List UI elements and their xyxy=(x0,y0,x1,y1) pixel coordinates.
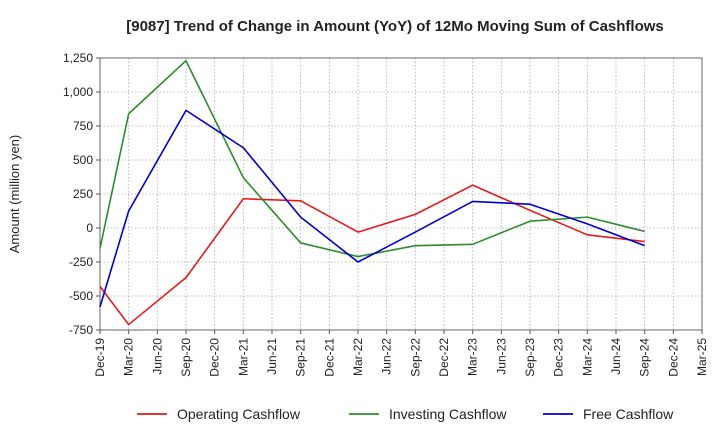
x-tick-label: Jun-24 xyxy=(609,338,623,375)
x-tick-label: Mar-24 xyxy=(580,338,594,376)
x-tick-label: Dec-22 xyxy=(437,338,451,377)
x-axis-ticks: Dec-19 Mar-20 Jun-20 Sep-20 Dec-20 Mar-21 Jun-… xyxy=(93,330,709,377)
x-tick-label: Sep-21 xyxy=(294,338,308,377)
legend-label-investing-cashflow: Investing Cashflow xyxy=(389,406,507,422)
grid xyxy=(100,58,702,330)
x-tick-label: Mar-20 xyxy=(122,338,136,376)
x-tick-label: Dec-21 xyxy=(322,338,336,377)
x-tick-label: Dec-24 xyxy=(666,338,680,377)
y-tick-label: -250 xyxy=(69,255,93,269)
series-line-investing-cashflow xyxy=(99,59,645,258)
legend-label-free-cashflow: Free Cashflow xyxy=(583,406,674,422)
x-tick-label: Sep-22 xyxy=(408,338,422,377)
x-tick-label: Dec-19 xyxy=(93,338,107,377)
series-lines xyxy=(99,59,645,326)
series-line-free-cashflow xyxy=(99,109,645,308)
x-tick-label: Jun-22 xyxy=(380,338,394,375)
x-tick-label: Dec-23 xyxy=(552,338,566,377)
x-tick-label: Dec-20 xyxy=(208,338,222,377)
y-tick-label: 750 xyxy=(73,119,93,133)
legend-label-operating-cashflow: Operating Cashflow xyxy=(177,406,301,422)
y-axis-ticks: -750 -500 -250 0 250 500 750 1,000 1,250 xyxy=(63,51,100,337)
x-tick-label: Mar-21 xyxy=(236,338,250,376)
y-tick-label: -500 xyxy=(69,289,93,303)
y-axis-label: Amount (million yen) xyxy=(7,135,22,254)
x-tick-label: Sep-20 xyxy=(179,338,193,377)
x-tick-label: Mar-22 xyxy=(351,338,365,376)
chart-title: [9087] Trend of Change in Amount (YoY) o… xyxy=(126,18,664,35)
x-tick-label: Jun-23 xyxy=(494,338,508,375)
x-tick-label: Sep-24 xyxy=(638,338,652,377)
y-tick-label: -750 xyxy=(69,323,93,337)
y-tick-label: 500 xyxy=(73,153,93,167)
x-tick-label: Jun-21 xyxy=(265,338,279,375)
y-tick-label: 1,250 xyxy=(63,51,93,65)
x-tick-label: Mar-23 xyxy=(466,338,480,376)
series-line-operating-cashflow xyxy=(99,184,645,326)
legend: Operating Cashflow Investing Cashflow Free… xyxy=(137,406,674,422)
y-tick-label: 250 xyxy=(73,187,93,201)
y-tick-label: 0 xyxy=(86,221,93,235)
x-tick-label: Jun-20 xyxy=(150,338,164,375)
x-tick-label: Sep-23 xyxy=(523,338,537,377)
x-tick-label: Mar-25 xyxy=(695,338,709,376)
y-tick-label: 1,000 xyxy=(63,85,93,99)
